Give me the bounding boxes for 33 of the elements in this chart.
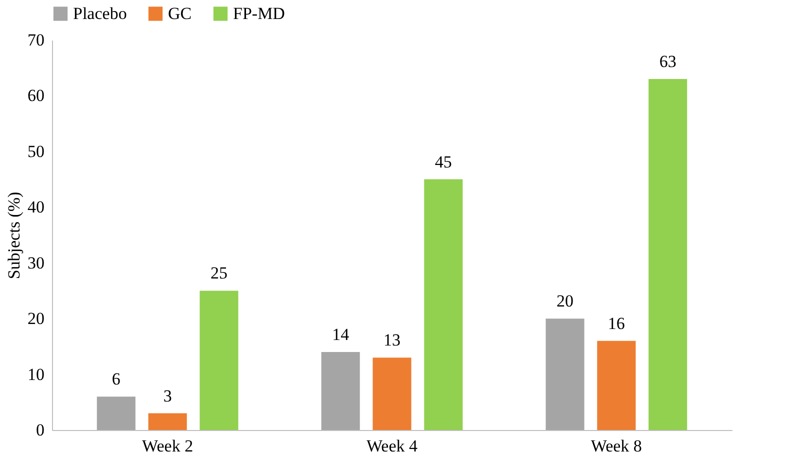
data-label: 14	[332, 325, 350, 344]
data-label: 20	[556, 292, 574, 311]
x-tick-label: Week 8	[590, 436, 642, 456]
bar	[96, 396, 136, 430]
y-tick-label: 30	[28, 253, 44, 272]
data-label: 13	[384, 330, 400, 350]
legend-label: Placebo	[73, 4, 127, 23]
data-label: 63	[659, 52, 676, 71]
y-tick-label: 20	[28, 309, 44, 328]
y-tick-label: 10	[28, 364, 44, 384]
bar	[597, 340, 636, 430]
y-tick-label: 60	[28, 86, 44, 106]
bar	[148, 413, 187, 430]
data-label: 16	[608, 314, 625, 333]
bar	[424, 179, 463, 430]
bar	[372, 358, 412, 430]
bar	[200, 290, 238, 430]
y-tick-label: 40	[28, 198, 44, 217]
x-tick-label: Week 4	[366, 436, 418, 456]
bar	[546, 318, 584, 430]
data-label: 45	[434, 152, 452, 172]
y-tick-label: 70	[28, 30, 44, 50]
y-tick-label: 50	[28, 142, 44, 161]
data-label: 6	[112, 370, 120, 389]
bar	[321, 352, 360, 430]
data-label: 3	[163, 386, 172, 406]
legend-label: GC	[168, 4, 192, 23]
x-tick-label: Week 2	[142, 436, 194, 456]
data-label: 25	[210, 264, 228, 283]
legend-label: FP-MD	[233, 4, 285, 23]
y-tick-label: 0	[36, 420, 44, 440]
y-axis-title: Subjects (%)	[4, 192, 24, 280]
bar	[648, 79, 688, 430]
